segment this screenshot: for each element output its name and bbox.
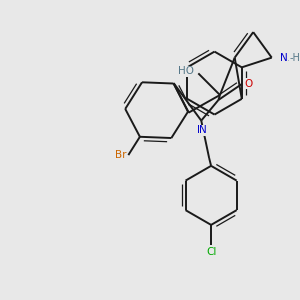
Text: N: N [282, 55, 290, 64]
Text: N: N [280, 52, 287, 63]
Text: Br: Br [115, 150, 126, 160]
Text: Cl: Cl [206, 248, 216, 257]
Text: -H: -H [290, 52, 300, 63]
Text: N: N [197, 125, 205, 135]
Text: -H: -H [288, 55, 299, 64]
Text: HO: HO [178, 66, 194, 76]
Text: O: O [244, 79, 252, 89]
Text: N: N [199, 125, 207, 135]
